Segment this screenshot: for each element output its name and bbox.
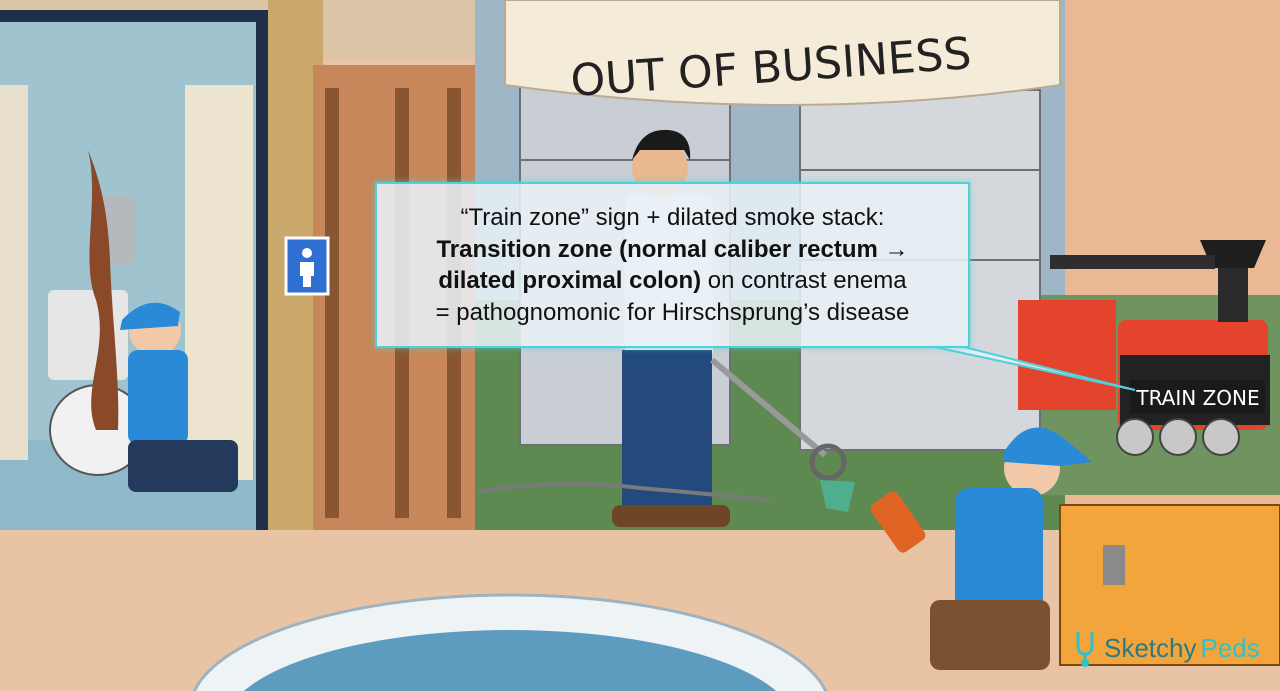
person-restroom-icon [300, 262, 314, 287]
sketchypeds-logo: Sketchy Peds [1070, 626, 1260, 670]
overflow-stream [88, 150, 119, 430]
callout-line-1: “Train zone” sign + dilated smoke stack: [460, 204, 885, 231]
shopkeeper-pants [622, 350, 712, 510]
pool-water [243, 630, 777, 691]
engine-label: TRAIN ZONE [1135, 386, 1259, 410]
annotation-callout: “Train zone” sign + dilated smoke stack:… [375, 182, 970, 348]
stall-door [185, 85, 253, 480]
person-restroom-icon-head [302, 248, 312, 258]
plumber-left-body [128, 350, 188, 445]
logo-text-sketchy: Sketchy [1104, 632, 1197, 663]
callout-line-3-bold: dilated proximal colon) [438, 267, 702, 294]
banner [504, 0, 1061, 106]
shopkeeper-shoes [612, 505, 730, 527]
plumber-left-cap [120, 302, 180, 330]
plumber-right-cap [1004, 427, 1092, 466]
engine-wheel-3 [1202, 418, 1240, 456]
engine-cab [1018, 300, 1116, 410]
wood-slat-1 [325, 88, 339, 518]
plumber-left-legs [128, 440, 238, 492]
engine-roof-pipe [1050, 255, 1215, 269]
grabber-tool [710, 357, 827, 458]
callout-line-3-rest: on contrast enema [701, 267, 907, 294]
oil-bottle [870, 491, 926, 553]
plumber-right-legs [930, 600, 1050, 670]
shopkeeper-hair [632, 129, 691, 160]
engine-wheel-2 [1159, 418, 1197, 456]
callout-line-3: dilated proximal colon) on contrast enem… [438, 265, 906, 297]
cloth-scrap [820, 480, 855, 512]
engine-wheel-1 [1116, 418, 1154, 456]
power-cord [477, 481, 771, 502]
callout-line-4: = pathognomonic for Hirschsprung’s disea… [435, 298, 910, 326]
engine-label-plate [1130, 380, 1265, 414]
stethoscope-icon [1076, 632, 1094, 667]
orange-crate [1059, 504, 1280, 666]
grabber-claw [809, 443, 847, 481]
stall-divider-left [0, 85, 28, 460]
smoke-stack-funnel [1200, 240, 1266, 268]
plumber-right-body [955, 488, 1043, 618]
crate-latch [1103, 545, 1125, 585]
logo-text-peds: Peds [1200, 632, 1260, 663]
callout-line-2: Transition zone (normal caliber rectum → [436, 235, 909, 263]
